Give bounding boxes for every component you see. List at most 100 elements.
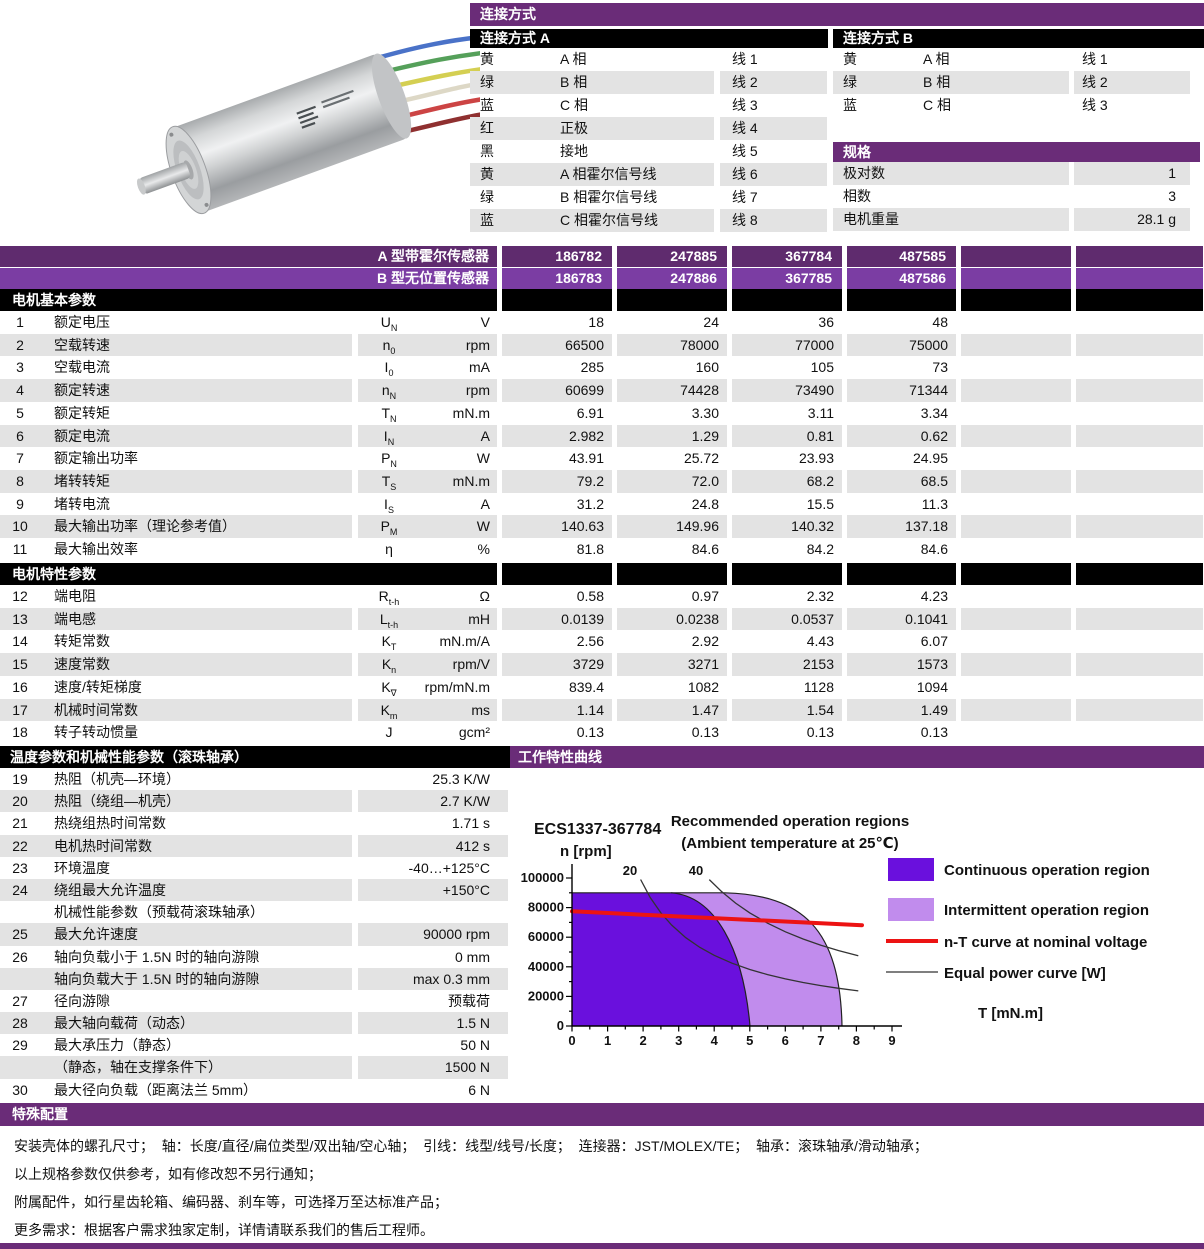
param-value: 25.3 K/W <box>432 771 490 787</box>
part-number: 186783 <box>502 268 612 289</box>
param-value: 2.7 K/W <box>358 790 508 813</box>
chart-legend: Continuous operation region Intermittent… <box>886 858 1150 982</box>
connection-row: 蓝 C 相 线 3 <box>470 94 827 117</box>
param-value-empty <box>1076 470 1203 493</box>
row-number: 7 <box>16 450 24 467</box>
power-curve-label-40: 40 <box>689 863 703 878</box>
param-value: 3.30 <box>691 404 719 421</box>
wire-number: 线 4 <box>720 117 827 140</box>
wire-function: B 相霍尔信号线 <box>560 189 658 205</box>
param-value: 0.81 <box>732 424 842 448</box>
param-unit: W <box>476 450 490 467</box>
param-value-empty <box>1076 721 1203 744</box>
param-row: 轴向负载大于 1.5N 时的轴向游隙 max 0.3 mm <box>0 967 508 990</box>
param-symbol: PM <box>380 518 398 538</box>
param-unit: mH <box>468 610 490 627</box>
param-row: 机械性能参数（预载荷滚珠轴承） <box>0 901 508 923</box>
param-value: 0.58 <box>576 588 604 604</box>
part-number: 186782 <box>502 246 612 267</box>
param-value: 24.8 <box>691 495 719 512</box>
param-row: （静态，轴在支撑条件下） 1500 N <box>0 1056 508 1079</box>
param-row: 30 最大径向负载（距离法兰 5mm） 6 N <box>0 1079 508 1101</box>
param-value: max 0.3 mm <box>358 967 508 990</box>
connection-b-table: 黄 A 相 线 1 绿 B 相 线 2 蓝 C 相 线 3 <box>833 48 1190 117</box>
part-number-empty <box>1076 268 1203 289</box>
svg-text:80000: 80000 <box>528 900 564 915</box>
param-value: 78000 <box>617 333 727 357</box>
param-value: 0.1041 <box>847 607 956 631</box>
param-value-empty <box>961 356 1071 379</box>
svg-text:20000: 20000 <box>528 988 564 1003</box>
param-row: 16 速度/转矩梯度 K∇ rpm/mN.m 839.4 1082 1128 109… <box>0 676 1204 699</box>
param-value-empty <box>961 538 1071 561</box>
param-unit: W <box>476 518 490 535</box>
wire-color: 黄 <box>480 166 494 182</box>
param-value-empty <box>961 470 1071 493</box>
param-value: 0.0238 <box>617 607 727 631</box>
param-value: 68.5 <box>847 470 956 493</box>
footer-strip <box>0 1243 1204 1249</box>
param-value: 73490 <box>732 379 842 402</box>
row-number: 11 <box>12 541 28 558</box>
svg-text:40000: 40000 <box>528 959 564 974</box>
param-value-empty <box>961 585 1071 608</box>
connection-a-table: 黄 A 相 线 1 绿 B 相 线 2 蓝 C 相 线 3 红 正极 线 4 黑 接地 线… <box>470 48 827 232</box>
special-section-header: 特殊配置 <box>0 1103 1204 1126</box>
row-number: 14 <box>12 633 28 650</box>
param-unit: ms <box>471 701 490 718</box>
param-value: 15.5 <box>806 495 834 512</box>
row-number: 8 <box>16 473 24 490</box>
param-label: 最大承压力（静态） <box>54 1037 180 1054</box>
row-number: 2 <box>16 336 24 353</box>
param-symbol: Lt-h <box>379 610 399 630</box>
svg-text:3: 3 <box>675 1033 682 1048</box>
y-tick-labels: 0 20000 40000 60000 80000 100000 <box>521 870 564 1033</box>
param-value: 66500 <box>502 333 612 357</box>
param-value: 149.96 <box>617 515 727 539</box>
param-value-empty <box>1076 607 1203 631</box>
part-number-empty <box>1076 246 1203 267</box>
svg-text:7: 7 <box>817 1033 824 1048</box>
wire-color: 绿 <box>480 189 494 205</box>
wire-color: 绿 <box>843 74 857 90</box>
x-tick-labels: 0 1 2 3 4 5 6 7 8 9 <box>568 1033 895 1048</box>
param-value-empty <box>1076 538 1203 561</box>
param-symbol: I0 <box>384 359 394 379</box>
spec-row: 电机重量 28.1 g <box>833 208 1190 231</box>
param-row: 17 机械时间常数 Km ms 1.14 1.47 1.54 1.49 <box>0 698 1204 722</box>
row-number: 19 <box>12 771 28 787</box>
param-value-empty <box>1076 333 1203 357</box>
param-unit: mN.m/A <box>439 633 490 650</box>
part-number: 367785 <box>732 268 842 289</box>
wire-function: A 相霍尔信号线 <box>560 166 657 182</box>
spec-value: 1 <box>1074 162 1190 185</box>
legend-label: n-T curve at nominal voltage <box>944 934 1147 951</box>
param-label: 额定转速 <box>54 382 110 399</box>
param-value-empty <box>1076 493 1203 516</box>
param-value: 1.14 <box>502 698 612 722</box>
param-value-empty <box>961 333 1071 357</box>
param-row: 27 径向游隙 预载荷 <box>0 990 508 1012</box>
param-value-empty <box>1076 585 1203 608</box>
svg-text:0: 0 <box>568 1033 575 1048</box>
param-symbol: K∇ <box>381 678 397 698</box>
param-unit: mN.m <box>452 473 490 490</box>
spec-label: 电机重量 <box>833 208 1069 231</box>
legend-label: Continuous operation region <box>944 862 1150 879</box>
param-label: 环境温度 <box>54 859 110 876</box>
param-row: 29 最大承压力（静态） 50 N <box>0 1034 508 1056</box>
param-label: 最大允许速度 <box>54 926 138 943</box>
param-value: 1082 <box>687 678 719 695</box>
param-value: 105 <box>810 359 834 376</box>
param-unit: mA <box>469 359 490 376</box>
param-row: 20 热阻（绕组—机壳） 2.7 K/W <box>0 790 508 813</box>
param-unit: rpm <box>465 336 490 353</box>
param-value: 90000 rpm <box>358 923 508 946</box>
param-value: 75000 <box>847 333 956 357</box>
special-note-line: 以上规格参数仅供参考，如有修改恕不另行通知； <box>14 1166 322 1182</box>
param-symbol: TS <box>381 473 397 492</box>
param-unit: Ω <box>479 588 490 604</box>
wire-number: 线 7 <box>732 189 758 205</box>
chart-model-label: ECS1337-367784 <box>534 821 661 838</box>
